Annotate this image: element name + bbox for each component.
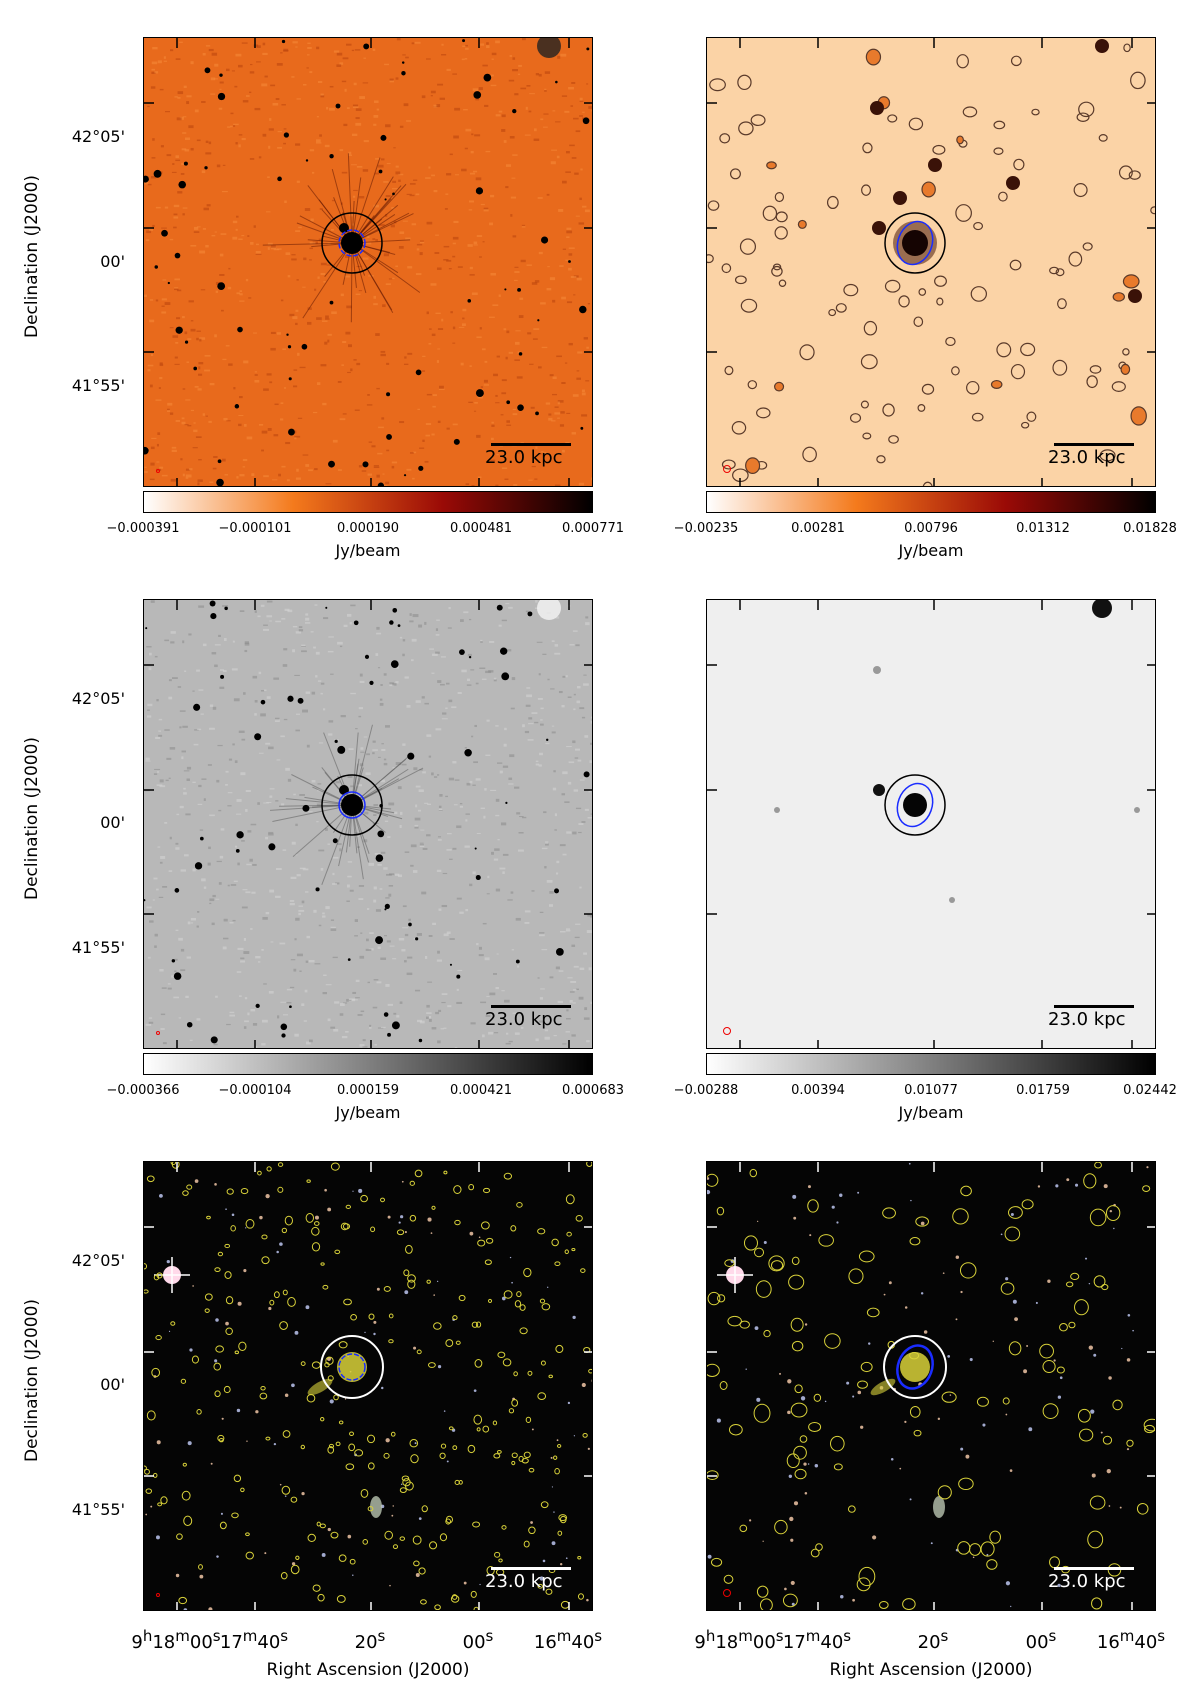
scale-bar-line — [1054, 443, 1134, 446]
cb3-tick-1: 0.00394 — [791, 1083, 845, 1098]
scale-bar-label: 23.0 kpc — [485, 1571, 563, 1592]
scale-bar-label: 23.0 kpc — [485, 447, 563, 468]
cb0-tick-4: 0.000771 — [561, 521, 625, 536]
dec-tick-42-05-r3: 42°05' — [71, 1251, 125, 1270]
colorbar-gray-right — [706, 1053, 1156, 1075]
cb1-tick-4: 0.01828 — [1123, 521, 1177, 536]
dec-tick-41-55-r1: 41°55' — [71, 376, 125, 395]
scale-bar-label: 23.0 kpc — [485, 1009, 563, 1030]
ra-tick-1-right: 17m40s — [782, 1627, 852, 1653]
cb0-unit: Jy/beam — [335, 541, 401, 560]
scale-bar-line — [491, 1567, 571, 1570]
colorbar-heat-right — [706, 491, 1156, 513]
cb3-tick-2: 0.01077 — [904, 1083, 958, 1098]
beam-marker — [723, 1027, 731, 1035]
cb0-tick-3: 0.000481 — [449, 521, 513, 536]
ra-tick-3-left: 00s — [462, 1627, 494, 1653]
ra-tick-1-left: 17m40s — [219, 1627, 289, 1653]
radio-map-gray-left: 23.0 kpc — [143, 599, 593, 1049]
dec-tick-42-05-r1: 42°05' — [71, 127, 125, 146]
dec-tick-00-r1: 00' — [100, 252, 125, 271]
cb3-unit: Jy/beam — [898, 1103, 964, 1122]
cb1-tick-3: 0.01312 — [1016, 521, 1070, 536]
beam-marker — [156, 469, 160, 473]
ra-tick-2-right: 20s — [917, 1627, 949, 1653]
scale-bar-label: 23.0 kpc — [1048, 447, 1126, 468]
radio-map-heat-left: 23.0 kpc — [143, 37, 593, 487]
dec-tick-41-55-r3: 41°55' — [71, 1500, 125, 1519]
cb2-unit: Jy/beam — [335, 1103, 401, 1122]
scale-bar-label: 23.0 kpc — [1048, 1009, 1126, 1030]
cb2-tick-4: 0.000683 — [561, 1083, 625, 1098]
cb2-tick-0: −0.000366 — [106, 1083, 180, 1098]
radio-map-heat-right: 23.0 kpc — [706, 37, 1156, 487]
colorbar-heat-left — [143, 491, 593, 513]
cb2-tick-3: 0.000421 — [449, 1083, 513, 1098]
cb0-tick-1: −0.000101 — [218, 521, 292, 536]
ra-tick-2-left: 20s — [354, 1627, 386, 1653]
colorbar-gray-left — [143, 1053, 593, 1075]
cb2-tick-2: 0.000159 — [336, 1083, 400, 1098]
optical-overlay-left: 23.0 kpc — [143, 1161, 593, 1611]
cb0-tick-2: 0.000190 — [336, 521, 400, 536]
cb1-tick-2: 0.00796 — [904, 521, 958, 536]
ra-tick-0-left: 9h18m00s — [131, 1627, 221, 1653]
scale-bar-line — [1054, 1567, 1134, 1570]
optical-overlay-right: 23.0 kpc — [706, 1161, 1156, 1611]
dec-tick-42-05-r2: 42°05' — [71, 689, 125, 708]
ra-tick-4-right: 16m40s — [1096, 1627, 1166, 1653]
cb2-tick-1: −0.000104 — [218, 1083, 292, 1098]
cb1-tick-1: 0.00281 — [791, 521, 845, 536]
scale-bar-line — [491, 1005, 571, 1008]
x-axis-title-right: Right Ascension (J2000) — [829, 1660, 1033, 1680]
cb1-tick-0: −0.00235 — [673, 521, 739, 536]
beam-marker — [156, 1593, 160, 1597]
cb1-unit: Jy/beam — [898, 541, 964, 560]
cb3-tick-0: −0.00288 — [673, 1083, 739, 1098]
dec-tick-00-r3: 00' — [100, 1375, 125, 1394]
scale-bar-line — [491, 443, 571, 446]
cb3-tick-3: 0.01759 — [1016, 1083, 1070, 1098]
scale-bar-label: 23.0 kpc — [1048, 1571, 1126, 1592]
cb3-tick-4: 0.02442 — [1123, 1083, 1177, 1098]
ra-tick-4-left: 16m40s — [533, 1627, 603, 1653]
beam-marker — [156, 1031, 160, 1035]
ra-tick-3-right: 00s — [1025, 1627, 1057, 1653]
x-axis-title-left: Right Ascension (J2000) — [266, 1660, 470, 1680]
scale-bar-line — [1054, 1005, 1134, 1008]
beam-marker — [723, 1589, 731, 1597]
ra-tick-0-right: 9h18m00s — [694, 1627, 784, 1653]
dec-tick-41-55-r2: 41°55' — [71, 938, 125, 957]
cb0-tick-0: −0.000391 — [106, 521, 180, 536]
beam-marker — [723, 465, 731, 473]
radio-map-gray-right: 23.0 kpc — [706, 599, 1156, 1049]
dec-tick-00-r2: 00' — [100, 813, 125, 832]
